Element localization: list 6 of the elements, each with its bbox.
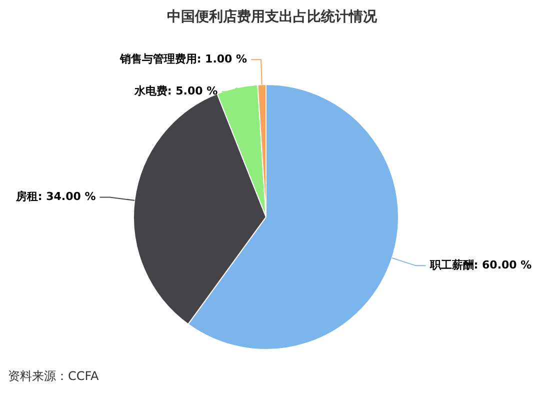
- chart-title: 中国便利店费用支出占比统计情况: [166, 8, 378, 26]
- slice-label: 房租: 34.00 %: [14, 190, 96, 204]
- text: 资料来源：CCFA: [8, 368, 99, 385]
- slice-label: 销售与管理费用: 1.00 %: [118, 52, 248, 66]
- slice-label: 水电费: 5.00 %: [133, 84, 218, 98]
- slice-label: 职工薪酬: 60.00 %: [428, 258, 532, 272]
